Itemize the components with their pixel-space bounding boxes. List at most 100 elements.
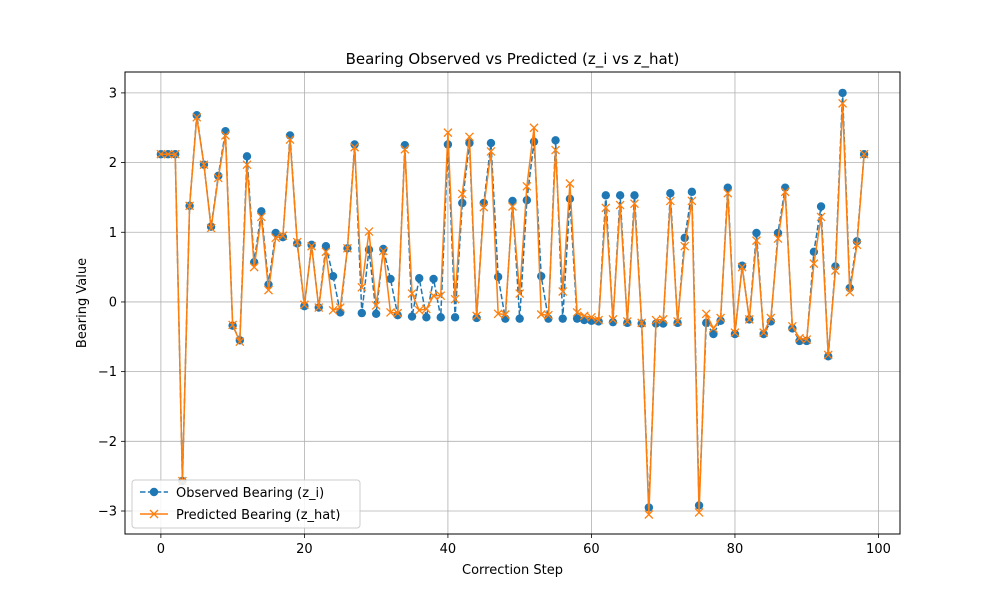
data-point xyxy=(737,261,747,270)
y-tick-label: 0 xyxy=(109,295,117,310)
x-axis-label: Correction Step xyxy=(462,563,563,578)
data-point xyxy=(321,247,331,257)
data-point xyxy=(321,242,331,251)
data-point xyxy=(730,329,740,339)
y-tick-label: −3 xyxy=(98,505,117,520)
x-tick-label: 20 xyxy=(296,542,313,557)
data-point xyxy=(271,228,280,238)
data-point xyxy=(630,199,639,209)
data-point xyxy=(680,233,689,243)
data-point xyxy=(730,328,740,338)
data-point xyxy=(371,300,381,310)
data-point xyxy=(565,179,575,188)
data-point xyxy=(472,311,482,321)
data-point xyxy=(500,310,510,319)
data-point xyxy=(213,173,223,183)
data-point xyxy=(307,240,316,250)
data-point xyxy=(522,196,532,205)
data-point xyxy=(192,112,202,122)
x-tick-label: 100 xyxy=(866,542,891,557)
data-point xyxy=(364,227,374,237)
data-point xyxy=(199,160,209,170)
series-predicted xyxy=(156,98,869,519)
data-point xyxy=(235,337,245,347)
data-point xyxy=(257,207,266,216)
data-point xyxy=(551,145,561,155)
data-point xyxy=(271,233,281,243)
y-tick-label: −1 xyxy=(98,365,117,380)
data-point xyxy=(522,181,532,191)
data-point xyxy=(185,201,195,211)
x-axis-ticks: 0 20 40 60 80 100 xyxy=(157,534,891,557)
plot-frame xyxy=(124,71,901,535)
data-point xyxy=(342,243,352,253)
data-point xyxy=(773,228,783,238)
data-point xyxy=(637,318,647,328)
data-point xyxy=(673,318,682,328)
data-point xyxy=(278,231,288,241)
data-point xyxy=(809,259,819,269)
data-point xyxy=(766,313,776,323)
data-point xyxy=(350,140,359,149)
data-point xyxy=(249,262,259,272)
data-point xyxy=(292,237,302,247)
y-tick-label: 1 xyxy=(109,226,117,241)
data-point xyxy=(565,194,575,204)
data-point xyxy=(773,234,783,244)
legend-label-predicted: Predicted Bearing (z_hat) xyxy=(176,508,340,523)
legend-marker-observed xyxy=(149,487,159,497)
x-tick-label: 40 xyxy=(440,542,457,557)
data-point xyxy=(845,287,855,297)
data-point xyxy=(386,274,395,284)
data-point xyxy=(357,308,367,318)
data-point xyxy=(838,88,847,98)
data-point xyxy=(716,316,725,325)
data-point xyxy=(744,314,754,324)
data-point xyxy=(608,317,618,327)
data-point xyxy=(371,309,381,319)
data-point xyxy=(780,183,790,192)
data-point xyxy=(759,329,768,339)
data-point xyxy=(314,303,324,312)
legend-box xyxy=(131,479,361,529)
data-point xyxy=(443,128,453,138)
data-point xyxy=(242,160,252,170)
data-point xyxy=(701,309,711,319)
data-point xyxy=(407,312,417,321)
legend-marker-predicted xyxy=(149,509,159,519)
data-point xyxy=(787,321,797,331)
data-point xyxy=(299,300,309,310)
chart-title: Bearing Observed vs Predicted (z_i vs z_… xyxy=(346,50,680,69)
data-point xyxy=(622,317,632,326)
y-tick-label: 3 xyxy=(109,86,117,101)
data-point xyxy=(493,309,503,319)
data-point xyxy=(623,318,632,328)
y-tick-label: 2 xyxy=(109,156,117,171)
data-point xyxy=(666,189,675,198)
data-point xyxy=(608,314,618,324)
data-point xyxy=(651,315,661,325)
data-point xyxy=(658,314,668,324)
data-point xyxy=(264,285,273,295)
x-tick-label: 80 xyxy=(727,542,744,557)
series-layer xyxy=(156,88,869,519)
data-point xyxy=(285,135,295,145)
data-point xyxy=(723,183,732,192)
data-point xyxy=(472,313,481,323)
data-point xyxy=(586,312,596,322)
data-point xyxy=(543,310,553,320)
data-point xyxy=(228,320,238,330)
x-tick-label: 60 xyxy=(583,542,600,557)
data-point xyxy=(687,196,697,206)
data-point xyxy=(852,240,862,250)
data-point xyxy=(515,314,524,323)
data-point xyxy=(300,301,309,311)
data-point xyxy=(285,131,295,140)
data-point xyxy=(515,289,525,299)
data-point xyxy=(436,313,445,322)
data-point xyxy=(206,223,216,233)
data-point xyxy=(816,202,826,211)
data-point xyxy=(824,352,833,361)
data-point xyxy=(601,191,610,200)
data-point xyxy=(307,241,317,251)
